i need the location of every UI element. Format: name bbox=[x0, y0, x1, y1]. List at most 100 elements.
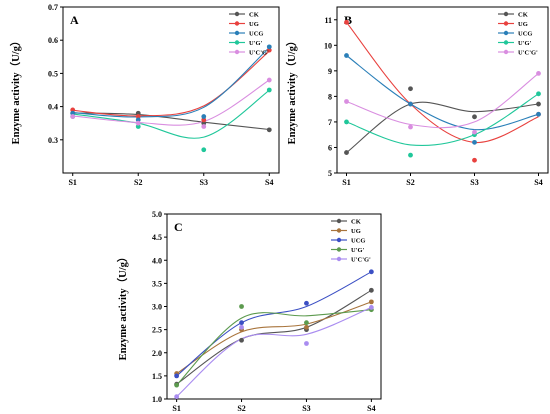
x-tick-label: S1 bbox=[68, 178, 76, 187]
data-point-0-2 bbox=[472, 114, 477, 120]
legend-marker bbox=[503, 11, 509, 17]
legend-label: CK bbox=[249, 11, 259, 18]
data-point-0-3 bbox=[266, 127, 272, 133]
data-point-2-0 bbox=[70, 110, 76, 116]
x-tick-label: S1 bbox=[342, 178, 350, 187]
data-point-0-2 bbox=[201, 120, 207, 126]
data-point-4-0 bbox=[70, 114, 76, 119]
y-tick-label: 0.3 bbox=[48, 136, 58, 145]
x-tick-label: S3 bbox=[302, 404, 310, 413]
legend-label: UCG bbox=[518, 30, 532, 37]
data-point-4-2 bbox=[472, 129, 477, 135]
series-curve-2 bbox=[72, 47, 270, 118]
panel-letter: C bbox=[174, 220, 183, 234]
plot-frame bbox=[166, 213, 382, 400]
data-point-1-2 bbox=[201, 117, 207, 123]
y-tick-label: 4.5 bbox=[152, 233, 162, 242]
data-point-2-0 bbox=[344, 53, 349, 58]
data-point-3-2 bbox=[304, 320, 309, 326]
legend-label: U'G' bbox=[518, 40, 532, 47]
data-point-4-1 bbox=[239, 324, 244, 330]
data-point-2-3 bbox=[266, 44, 272, 50]
legend-label: CK bbox=[518, 11, 528, 18]
data-point-3-1 bbox=[135, 124, 141, 129]
y-tick-label: 5.0 bbox=[152, 210, 162, 219]
panel-letter: A bbox=[70, 13, 79, 27]
legend-marker bbox=[234, 40, 240, 45]
data-point-0-3 bbox=[536, 101, 541, 107]
data-point-4-1 bbox=[408, 124, 413, 130]
data-point-4-3 bbox=[266, 77, 272, 83]
data-point-2-3 bbox=[536, 111, 541, 117]
data-point-3-0 bbox=[344, 119, 349, 125]
y-tick-label: 0.5 bbox=[48, 69, 58, 78]
data-point-0-0 bbox=[344, 150, 349, 155]
data-point-2-1 bbox=[135, 117, 141, 123]
series-curve-0 bbox=[346, 101, 539, 154]
data-point-2-1 bbox=[408, 101, 413, 107]
x-tick-label: S2 bbox=[237, 404, 245, 413]
legend-marker bbox=[234, 30, 240, 36]
data-point-1-1 bbox=[135, 114, 141, 119]
y-tick-label: 2.5 bbox=[152, 326, 162, 335]
data-point-1-3 bbox=[368, 299, 374, 305]
legend-label: UG bbox=[249, 21, 259, 28]
legend-marker bbox=[503, 40, 509, 45]
data-point-2-2 bbox=[472, 139, 477, 145]
legend-marker bbox=[234, 11, 240, 17]
data-point-4-3 bbox=[368, 305, 374, 310]
series-curve-1 bbox=[346, 21, 539, 143]
legend-marker bbox=[503, 30, 509, 36]
x-tick-label: S3 bbox=[200, 178, 208, 187]
y-tick-label: 9 bbox=[328, 67, 332, 76]
data-point-4-2 bbox=[304, 341, 309, 346]
series-curve-4 bbox=[72, 79, 270, 126]
legend-marker bbox=[336, 237, 342, 243]
data-point-2-2 bbox=[304, 300, 309, 306]
y-tick-label: 3.5 bbox=[152, 279, 162, 288]
data-point-1-3 bbox=[266, 47, 272, 53]
series-curve-2 bbox=[176, 271, 372, 377]
data-point-3-2 bbox=[201, 147, 207, 153]
data-point-2-3 bbox=[368, 269, 374, 275]
x-tick-label: S4 bbox=[367, 404, 375, 413]
data-point-3-1 bbox=[408, 152, 413, 158]
data-point-3-0 bbox=[174, 382, 180, 388]
y-tick-label: 1.5 bbox=[152, 372, 162, 381]
data-point-0-1 bbox=[408, 86, 413, 92]
legend-label: U'G' bbox=[351, 247, 365, 254]
legend-marker bbox=[503, 21, 509, 26]
series-curve-3 bbox=[72, 89, 270, 139]
y-tick-label: 4.0 bbox=[152, 256, 162, 265]
data-point-3-1 bbox=[239, 304, 244, 309]
series-curve-2 bbox=[346, 55, 539, 131]
legend-marker bbox=[336, 247, 342, 252]
data-point-3-3 bbox=[266, 87, 272, 93]
series-curve-3 bbox=[346, 93, 539, 146]
y-tick-label: 10 bbox=[324, 41, 332, 50]
plot-frame bbox=[62, 6, 280, 174]
x-tick-label: S2 bbox=[406, 178, 414, 187]
panel-b: 5 6 7 8 9 10 11 S1 S2 S3 S4 Enzyme activity（U/g） B CK… bbox=[285, 6, 549, 187]
y-tick-label: 0.4 bbox=[48, 103, 58, 112]
series-curve-3 bbox=[176, 309, 372, 386]
legend-label: U'C'G' bbox=[351, 256, 371, 263]
x-tick-label: S4 bbox=[265, 178, 273, 187]
data-point-2-2 bbox=[201, 114, 207, 119]
legend-marker bbox=[336, 218, 342, 224]
plot-frame bbox=[336, 6, 549, 174]
y-tick-label: 6 bbox=[328, 143, 332, 152]
data-point-1-0 bbox=[70, 107, 76, 113]
legend-label: UCG bbox=[351, 237, 365, 244]
legend-marker bbox=[503, 49, 509, 55]
y-tick-label: 0.7 bbox=[48, 3, 58, 12]
legend-label: UG bbox=[351, 228, 361, 235]
x-tick-label: S3 bbox=[470, 178, 478, 187]
y-tick-label: 2.0 bbox=[152, 349, 162, 358]
data-point-0-1 bbox=[135, 110, 141, 116]
series-curve-0 bbox=[176, 289, 372, 385]
data-point-2-1 bbox=[239, 320, 244, 326]
series-curve-1 bbox=[72, 50, 270, 117]
x-tick-label: S1 bbox=[172, 404, 180, 413]
y-tick-label: 0.6 bbox=[48, 36, 58, 45]
